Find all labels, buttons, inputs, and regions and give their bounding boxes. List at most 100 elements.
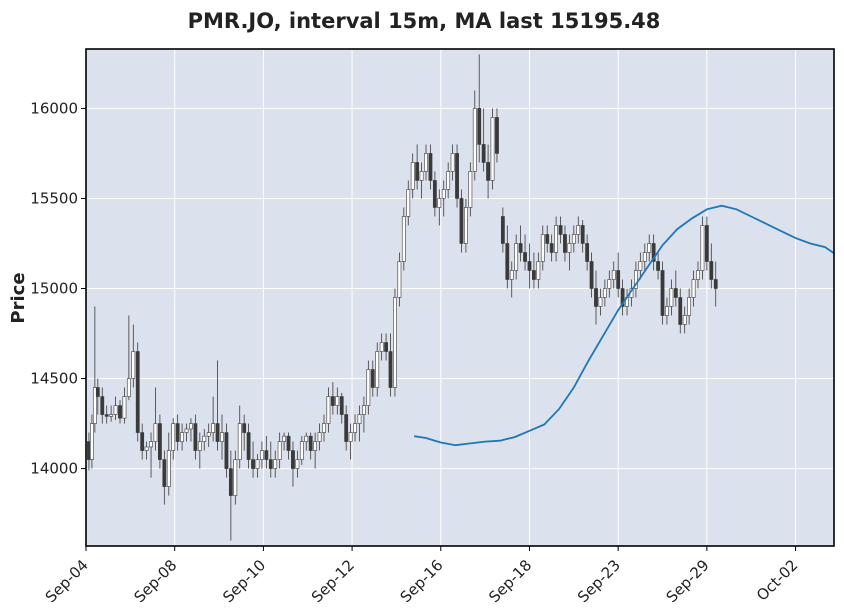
y-tick-label: 15500 [30, 189, 78, 207]
candle-body [481, 144, 486, 163]
candle-body [153, 423, 158, 442]
candle-body [397, 261, 402, 298]
plot-area [86, 49, 834, 546]
candle-body [299, 441, 304, 460]
moving-average-line [414, 204, 835, 447]
candle-body [616, 270, 621, 289]
candle-body [384, 342, 388, 352]
candle-body [647, 243, 652, 253]
candle-body [149, 441, 153, 448]
candle-body [464, 207, 468, 244]
candle-body [237, 423, 242, 460]
candle-body [634, 270, 638, 289]
candle-body [477, 108, 482, 145]
candle-body [642, 252, 647, 262]
plot-frame [85, 48, 835, 547]
candle-body [135, 351, 140, 433]
candle-body [665, 306, 669, 316]
candle-body [532, 270, 536, 280]
candle-body [424, 153, 428, 172]
candle-body [472, 108, 477, 172]
candle-body [554, 225, 558, 253]
candle-body [184, 428, 189, 433]
candle-body [401, 216, 406, 262]
candle-body [242, 423, 247, 433]
candle-body [709, 261, 714, 280]
candle-body [295, 459, 300, 469]
candle-body [171, 423, 176, 451]
candle-body [255, 459, 260, 469]
candle-body [514, 243, 519, 271]
candle-body [505, 243, 510, 280]
candle-body [540, 234, 545, 262]
candle-body [286, 435, 291, 451]
candle-body [158, 423, 162, 460]
x-axis: Sep-04 Sep-08 Sep-10 Sep-12 Sep-16 Sep-18 Sep-… [42, 546, 801, 606]
candle-body [339, 396, 344, 415]
candle-body [313, 441, 318, 451]
candle-body [224, 432, 229, 469]
candle-body [370, 369, 375, 388]
candle-body [92, 387, 97, 424]
candle-body [193, 423, 198, 451]
candle-body [330, 396, 335, 406]
candle-body [246, 432, 251, 460]
candle-body [268, 459, 273, 469]
candle-body [90, 423, 94, 460]
candle-body [678, 297, 683, 325]
candle-body [682, 315, 687, 325]
candle-body [264, 450, 269, 460]
candle-body [322, 423, 326, 433]
candle-body [459, 198, 464, 244]
candle-body [126, 378, 131, 397]
candle-body [109, 414, 114, 417]
candle-body [335, 396, 340, 406]
candle-body [576, 225, 581, 235]
candle-body [202, 435, 207, 442]
candle-body [428, 153, 433, 181]
candle-body [388, 351, 393, 388]
candle-body [95, 387, 100, 397]
candle-body [656, 261, 660, 271]
candle-body [432, 180, 437, 208]
candle-body [495, 117, 499, 154]
candle-body [700, 225, 705, 271]
candle-body [500, 216, 505, 244]
candle-body [260, 450, 264, 460]
candle-body [379, 342, 384, 352]
candle-body [220, 432, 224, 442]
candle-body [486, 162, 490, 181]
candle-body [580, 225, 585, 244]
candle-body [308, 435, 313, 451]
x-tick-label: Sep-18 [485, 556, 535, 606]
candle-body [468, 171, 473, 208]
candle-body [104, 414, 109, 417]
candle-body [567, 243, 572, 253]
candle-body [598, 297, 603, 307]
candle-body [211, 423, 216, 433]
candle-body [118, 405, 122, 419]
y-axis-label: Price [8, 272, 29, 323]
chart-title: PMR.JO, interval 15m, MA last 15195.48 [188, 9, 661, 33]
candle-body [594, 288, 598, 307]
candle-body [527, 261, 532, 271]
candles-layer [87, 54, 718, 541]
candle-body [362, 405, 366, 415]
candle-body [144, 446, 149, 451]
candle-body [607, 279, 612, 289]
y-axis: 14000 14500 15000 15500 16000 [30, 99, 86, 478]
candle-body [353, 423, 357, 433]
candle-body [100, 396, 105, 415]
x-tick-label: Sep-16 [397, 556, 447, 606]
candle-body [228, 468, 233, 496]
candle-body [611, 270, 616, 280]
x-tick-label: Sep-23 [574, 556, 624, 606]
y-tick-label: 15000 [30, 279, 78, 297]
candle-body [669, 288, 674, 307]
candle-body [344, 414, 349, 442]
candle-body [696, 270, 700, 280]
candle-body [549, 243, 554, 253]
candle-body [166, 450, 171, 487]
